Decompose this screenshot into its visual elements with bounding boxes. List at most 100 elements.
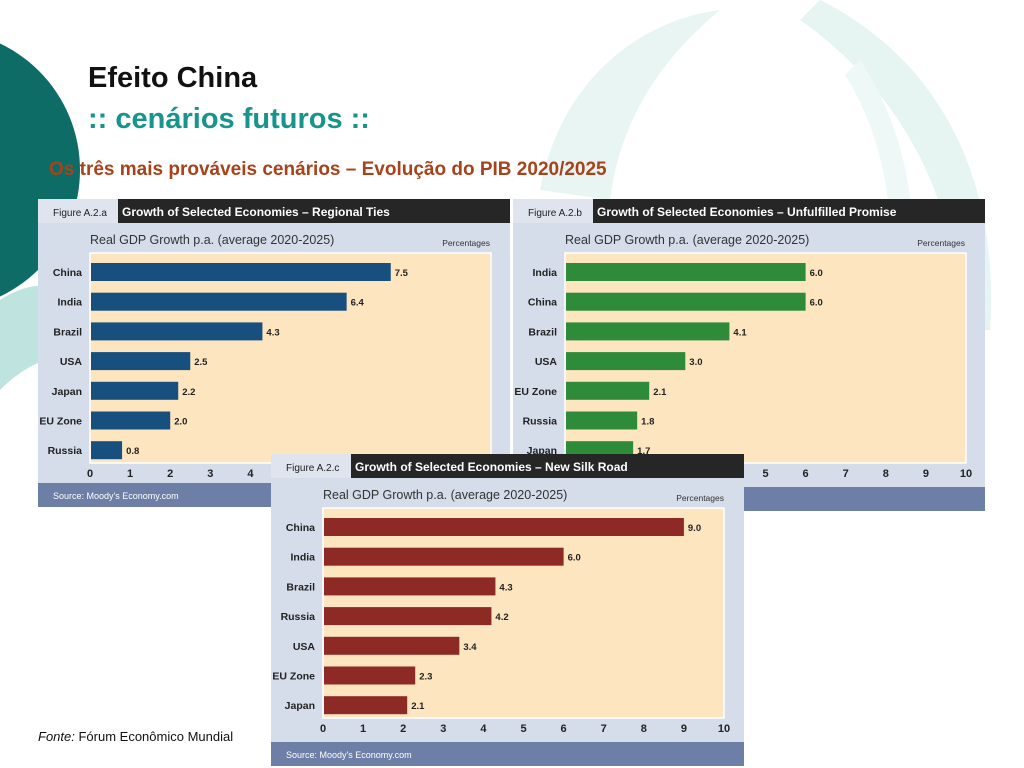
- x-tick-label: 8: [883, 468, 889, 480]
- chart-unit-label: Percentages: [676, 493, 724, 503]
- bar: [324, 636, 460, 655]
- bar: [566, 352, 686, 371]
- x-tick-label: 4: [247, 468, 254, 480]
- x-tick-label: 9: [681, 723, 687, 735]
- category-label: EU Zone: [272, 671, 315, 683]
- category-label: USA: [60, 356, 83, 368]
- chart-source: Source: Moody's Economy.com: [286, 750, 412, 760]
- x-tick-label: 0: [320, 723, 326, 735]
- x-tick-label: 9: [923, 468, 929, 480]
- category-label: USA: [293, 641, 316, 653]
- x-tick-label: 4: [480, 723, 487, 735]
- chart-unit-label: Percentages: [442, 238, 490, 248]
- x-tick-label: 2: [400, 723, 406, 735]
- bar: [566, 292, 806, 311]
- value-label: 9.0: [688, 523, 701, 534]
- chart-subtitle: Real GDP Growth p.a. (average 2020-2025): [90, 233, 334, 247]
- value-label: 2.3: [419, 672, 432, 683]
- value-label: 1.8: [641, 417, 654, 428]
- category-label: Russia: [281, 611, 316, 623]
- x-tick-label: 8: [641, 723, 647, 735]
- x-tick-label: 7: [601, 723, 607, 735]
- bar: [324, 577, 496, 596]
- x-tick-label: 10: [718, 723, 730, 735]
- category-label: Brazil: [53, 326, 82, 338]
- value-label: 6.0: [810, 268, 823, 279]
- bar: [91, 352, 191, 371]
- chart-title: Growth of Selected Economies – New Silk …: [355, 460, 628, 474]
- chart-subtitle: Real GDP Growth p.a. (average 2020-2025): [565, 233, 809, 247]
- x-tick-label: 1: [127, 468, 133, 480]
- category-label: China: [53, 267, 82, 279]
- figure-label: Figure A.2.a: [53, 208, 107, 219]
- x-tick-label: 0: [87, 468, 93, 480]
- bar: [324, 518, 684, 536]
- value-label: 0.8: [126, 446, 139, 457]
- category-label: Brazil: [286, 581, 315, 593]
- source-strip: [271, 742, 744, 766]
- bar: [566, 322, 730, 341]
- bar: [566, 411, 638, 430]
- bar: [324, 607, 492, 626]
- x-tick-label: 3: [207, 468, 213, 480]
- chart-source: Source: Moody's Economy.com: [53, 491, 179, 501]
- figure-label: Figure A.2.c: [286, 463, 339, 474]
- value-label: 2.1: [653, 387, 667, 398]
- category-label: USA: [535, 356, 558, 368]
- value-label: 6.4: [351, 298, 365, 309]
- value-label: 2.0: [174, 417, 187, 428]
- value-label: 2.2: [182, 387, 195, 398]
- bar: [566, 381, 650, 400]
- value-label: 4.3: [266, 327, 279, 338]
- value-label: 6.0: [810, 298, 823, 309]
- value-label: 4.2: [495, 612, 508, 623]
- slide-title: Efeito China: [88, 62, 258, 94]
- bar: [91, 263, 391, 281]
- category-label: China: [528, 297, 557, 309]
- bar: [91, 411, 171, 430]
- figure-label-box: [271, 454, 351, 478]
- figure-a2c-new-silk-road: Figure A.2.c Growth of Selected Economies…: [271, 454, 744, 766]
- category-label: India: [532, 267, 557, 279]
- value-label: 2.1: [411, 701, 425, 712]
- value-label: 1.7: [637, 446, 650, 457]
- category-label: Brazil: [528, 326, 557, 338]
- x-tick-label: 6: [803, 468, 809, 480]
- category-label: India: [290, 552, 315, 564]
- bar: [91, 292, 347, 311]
- bar: [91, 381, 179, 400]
- figure-label-box: [38, 199, 118, 223]
- category-label: Russia: [523, 416, 558, 428]
- category-label: EU Zone: [514, 386, 557, 398]
- chart-unit-label: Percentages: [917, 238, 965, 248]
- figure-label: Figure A.2.b: [528, 208, 582, 219]
- chart-subtitle: Real GDP Growth p.a. (average 2020-2025): [323, 488, 567, 502]
- value-label: 3.4: [463, 642, 477, 653]
- chart-svg: Figure A.2.c Growth of Selected Economies…: [271, 454, 744, 766]
- bar: [91, 322, 263, 341]
- category-label: EU Zone: [39, 416, 82, 428]
- figure-a2a-regional-ties: Figure A.2.a Growth of Selected Economies…: [38, 199, 510, 507]
- x-tick-label: 2: [167, 468, 173, 480]
- value-label: 3.0: [689, 357, 702, 368]
- figure-label-box: [513, 199, 593, 223]
- bar: [324, 666, 416, 685]
- source-label: Fonte:: [38, 729, 75, 744]
- category-label: India: [57, 297, 82, 309]
- chart-title: Growth of Selected Economies – Regional …: [122, 205, 390, 219]
- x-tick-label: 10: [960, 468, 972, 480]
- x-tick-label: 7: [843, 468, 849, 480]
- slide-subtitle: :: cenários futuros ::: [88, 103, 370, 135]
- x-tick-label: 1: [360, 723, 366, 735]
- bar: [324, 547, 564, 566]
- bar: [91, 441, 123, 460]
- x-tick-label: 5: [762, 468, 768, 480]
- x-tick-label: 6: [561, 723, 567, 735]
- category-label: Japan: [52, 386, 82, 398]
- x-tick-label: 5: [520, 723, 526, 735]
- x-tick-label: 3: [440, 723, 446, 735]
- value-label: 2.5: [194, 357, 208, 368]
- slide-heading: Os três mais prováveis cenários – Evoluç…: [49, 159, 607, 180]
- source-text: Fórum Econômico Mundial: [78, 729, 234, 744]
- chart-title: Growth of Selected Economies – Unfulfill…: [597, 205, 897, 219]
